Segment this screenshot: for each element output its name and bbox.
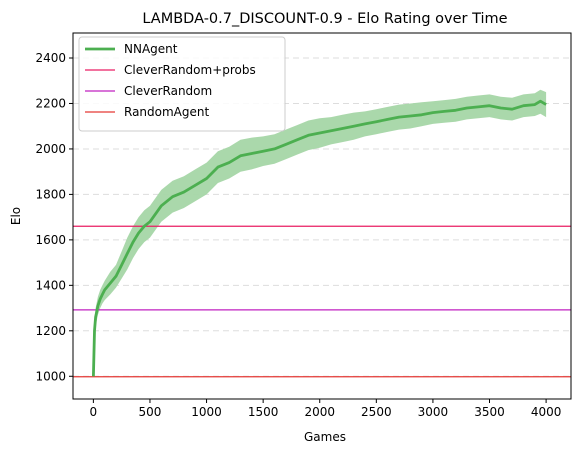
y-axis-title: Elo <box>9 207 23 225</box>
y-tick-label-1600: 1600 <box>35 233 66 247</box>
legend-box <box>78 36 286 132</box>
y-tick-label-1000: 1000 <box>35 369 66 383</box>
legend-label-cleverrandom: CleverRandom <box>124 84 212 98</box>
confidence-band-nnagent <box>93 89 547 377</box>
x-tick-label-3500: 3500 <box>474 405 505 419</box>
x-tick-label-3000: 3000 <box>418 405 449 419</box>
series-line-nnagent <box>92 99 547 377</box>
x-axis-ticks: 0 500 1000 1500 2000 2500 3000 3500 4000 <box>90 399 562 419</box>
plot-frame <box>72 32 572 400</box>
y-tick-label-1800: 1800 <box>35 187 66 201</box>
y-axis-ticks: 1000 1200 1400 1600 1800 2000 2200 2400 <box>35 51 73 383</box>
x-tick-label-2000: 2000 <box>304 405 335 419</box>
series-layer <box>92 99 547 377</box>
legend-label-nnagent: NNAgent <box>124 42 178 56</box>
y-tick-label-2200: 2200 <box>35 96 66 110</box>
x-tick-label-1000: 1000 <box>191 405 222 419</box>
x-tick-label-4000: 4000 <box>531 405 562 419</box>
y-tick-label-2000: 2000 <box>35 142 66 156</box>
x-tick-label-1500: 1500 <box>248 405 279 419</box>
legend-label-randomagent: RandomAgent <box>124 105 209 119</box>
legend: NNAgent CleverRandom+probs CleverRandom Ran… <box>78 36 286 132</box>
x-axis-title: Games <box>304 430 346 444</box>
x-tick-label-0: 0 <box>90 405 98 419</box>
reference-lines-layer <box>73 225 571 378</box>
confidence-band-layer <box>93 89 547 377</box>
y-tick-label-1200: 1200 <box>35 324 66 338</box>
x-tick-label-500: 500 <box>139 405 162 419</box>
legend-label-cleverrandom-probs: CleverRandom+probs <box>124 63 256 77</box>
x-tick-label-2500: 2500 <box>361 405 392 419</box>
y-tick-label-2400: 2400 <box>35 51 66 65</box>
chart-title: LAMBDA-0.7_DISCOUNT-0.9 - Elo Rating ove… <box>142 11 507 27</box>
y-tick-label-1400: 1400 <box>35 278 66 292</box>
